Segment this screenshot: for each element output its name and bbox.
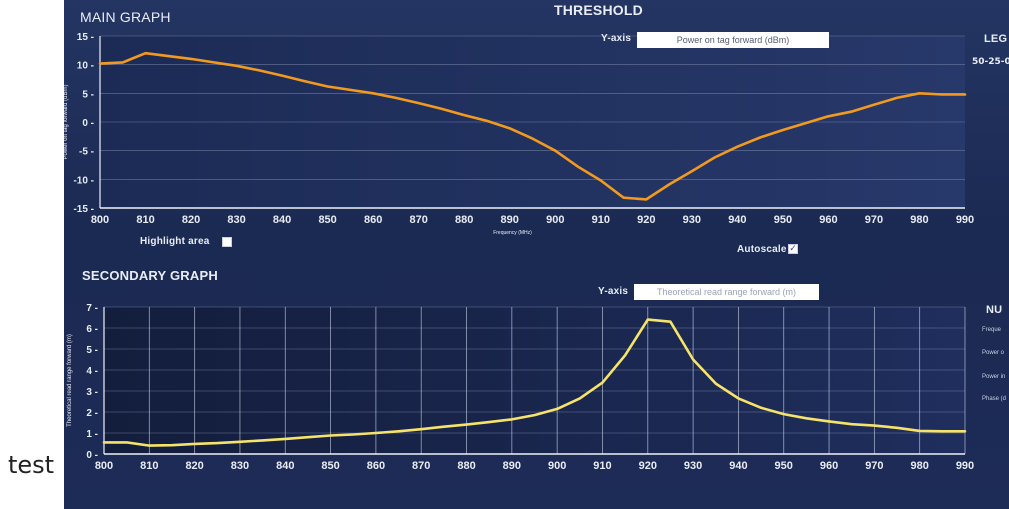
x-tick-label: 800 [95, 460, 113, 472]
legend-title: LEG [984, 33, 1008, 45]
x-tick-label: 940 [729, 460, 747, 472]
main-graph-title: MAIN GRAPH [80, 9, 171, 25]
x-tick-label: 960 [819, 214, 837, 226]
y-tick-label: -15 - [73, 204, 94, 215]
y-tick-label: 1 - [86, 429, 98, 440]
y-tick-label: 7 - [86, 303, 98, 314]
secondary-yaxis-select[interactable]: Theoretical read range forward (m) [634, 284, 819, 300]
x-tick-label: 920 [637, 214, 655, 226]
x-tick-label: 950 [775, 460, 793, 472]
x-tick-label: 840 [273, 214, 291, 226]
y-tick-label: 0 - [86, 450, 98, 461]
x-tick-label: 800 [91, 214, 109, 226]
x-tick-label: 900 [548, 460, 566, 472]
x-tick-label: 960 [820, 460, 838, 472]
y-axis-title: Theoretical read range forward (m) [67, 334, 73, 427]
x-tick-label: 810 [136, 214, 154, 226]
window-title: THRESHOLD [554, 2, 643, 18]
y-tick-label: -10 - [73, 175, 94, 186]
x-tick-label: 910 [592, 214, 610, 226]
x-tick-label: 870 [412, 460, 430, 472]
x-tick-label: 910 [593, 460, 611, 472]
field-phase: Phase (d [982, 396, 1007, 402]
x-tick-label: 850 [318, 214, 336, 226]
monitor-photo: -15 - -10 - -5 - 0 - 5 - 10 - 15 - 800 810 820 830… [64, 0, 1009, 509]
x-tick-label: 970 [865, 214, 883, 226]
x-tick-label: 860 [364, 214, 382, 226]
y-tick-label: 3 - [86, 387, 98, 398]
x-tick-label: 810 [140, 460, 158, 472]
y-tick-label: 2 - [86, 408, 98, 419]
y-tick-label: 15 - [77, 32, 94, 43]
y-tick-label: 10 - [77, 61, 94, 72]
main-graph-plot: -15 - -10 - -5 - 0 - 5 - 10 - 15 - 800 810 820 830… [64, 32, 974, 236]
legend-entry: 50-25-0 [972, 57, 1009, 67]
y-tick-label: -5 - [79, 147, 94, 158]
numeric-panel-title: NU [986, 304, 1003, 316]
graphs-canvas: -15 - -10 - -5 - 0 - 5 - 10 - 15 - 800 810 820 830… [64, 32, 974, 472]
caption-text: test [8, 451, 55, 479]
x-tick-label: 900 [546, 214, 564, 226]
x-tick-label: 920 [639, 460, 657, 472]
x-tick-label: 870 [410, 214, 428, 226]
x-tick-label: 880 [457, 460, 475, 472]
x-tick-label: 990 [956, 214, 974, 226]
y-axis-title: Power on tag forward (dBm) [64, 84, 69, 159]
x-tick-label: 830 [231, 460, 249, 472]
plot-area [104, 307, 965, 454]
x-tick-label: 840 [276, 460, 294, 472]
x-tick-label: 950 [774, 214, 792, 226]
field-power-on: Power o [982, 350, 1005, 356]
y-tick-label: 5 - [86, 345, 98, 356]
y-tick-label: 4 - [86, 366, 98, 377]
x-tick-label: 830 [227, 214, 245, 226]
x-tick-label: 890 [501, 214, 519, 226]
y-tick-label: 5 - [82, 89, 94, 100]
field-power-in: Power in [982, 374, 1006, 380]
secondary-yaxis-label: Y-axis [598, 286, 629, 297]
field-frequency: Freque [982, 327, 1002, 333]
x-tick-label: 980 [911, 460, 929, 472]
x-tick-label: 940 [728, 214, 746, 226]
x-axis-title: Frequency (MHz) [493, 230, 532, 236]
secondary-graph-title: SECONDARY GRAPH [82, 268, 218, 283]
highlight-area-checkbox[interactable] [222, 237, 232, 247]
x-tick-label: 930 [683, 214, 701, 226]
secondary-graph-plot: 0 - 1 - 2 - 3 - 4 - 5 - 6 - 7 - 800 810 820 830 840 8… [67, 303, 974, 472]
x-tick-label: 930 [684, 460, 702, 472]
x-tick-label: 990 [956, 460, 974, 472]
x-tick-label: 890 [503, 460, 521, 472]
x-tick-label: 970 [865, 460, 883, 472]
y-tick-label: 6 - [86, 324, 98, 335]
y-tick-label: 0 - [82, 118, 94, 129]
x-tick-label: 860 [367, 460, 385, 472]
x-tick-label: 850 [321, 460, 339, 472]
series-line [102, 318, 967, 447]
x-tick-label: 820 [185, 460, 203, 472]
series-line [98, 51, 967, 201]
x-tick-label: 880 [455, 214, 473, 226]
autoscale-checkbox[interactable]: ✓ [788, 244, 798, 254]
highlight-area-label: Highlight area [140, 236, 210, 247]
main-yaxis-label: Y-axis [601, 33, 632, 44]
x-tick-label: 980 [910, 214, 928, 226]
x-tick-label: 820 [182, 214, 200, 226]
main-yaxis-select[interactable]: Power on tag forward (dBm) [637, 32, 829, 48]
autoscale-label: Autoscale [737, 244, 787, 255]
